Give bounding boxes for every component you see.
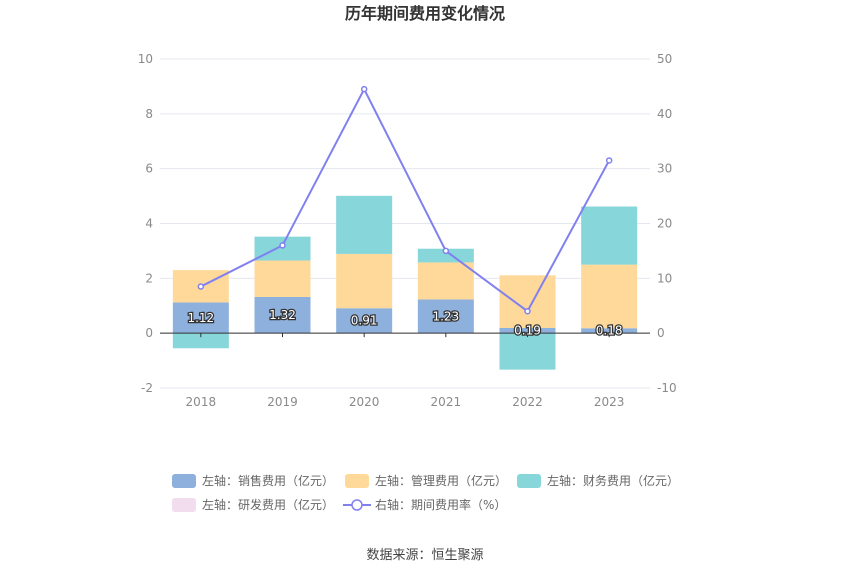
right-axis: -10 0 10 20 30 40 50	[657, 52, 677, 395]
bar-2-2018	[172, 333, 229, 349]
bar-1-2022	[499, 275, 556, 328]
grid	[160, 58, 650, 389]
rate-point-2021[interactable]	[442, 247, 450, 255]
left-tick-label: 2	[145, 271, 153, 285]
legend[interactable]: 左轴：销售费用（亿元） 左轴：管理费用（亿元） 左轴：财务费用（亿元） 左轴：研发费用…	[172, 473, 679, 512]
bar-2-2020	[336, 195, 393, 254]
legend-swatch	[172, 498, 196, 512]
bar-0-2023	[581, 328, 638, 334]
right-tick-label: 40	[657, 107, 672, 121]
x-tick-label: 2020	[349, 395, 380, 409]
bar-0-2020	[336, 308, 393, 334]
legend-label: 左轴：销售费用（亿元）	[202, 473, 334, 488]
legend-marker-icon	[351, 499, 363, 511]
legend-item-3[interactable]: 左轴：研发费用（亿元）	[172, 497, 334, 512]
left-axis: -2 0 2 4 6 8 10	[138, 52, 153, 395]
legend-item-2[interactable]: 左轴：财务费用（亿元）	[517, 473, 679, 488]
legend-swatch	[172, 474, 196, 488]
bar-2-2022	[499, 333, 556, 370]
rate-line-series	[197, 85, 613, 315]
right-tick-label: 10	[657, 271, 672, 285]
legend-item-0[interactable]: 左轴：销售费用（亿元）	[172, 473, 334, 488]
bar-value-label: 0.19	[514, 324, 541, 338]
x-axis: 2018 2019 2020 2021 2022 2023	[186, 333, 625, 409]
bar-value-label: 1.12	[187, 311, 214, 325]
x-tick-label: 2022	[512, 395, 543, 409]
bar-0-2019	[254, 296, 311, 334]
right-tick-label: 0	[657, 326, 665, 340]
rate-point-2018[interactable]	[197, 283, 205, 290]
data-source: 数据来源：恒生聚源	[366, 548, 483, 563]
right-tick-label: 50	[657, 52, 672, 66]
bars	[172, 195, 638, 370]
bar-0-2022	[499, 327, 556, 334]
bar-2-2021	[417, 248, 474, 263]
bar-1-2019	[254, 260, 311, 297]
legend-label: 右轴：期间费用率（%）	[375, 497, 506, 512]
x-tick-label: 2023	[594, 395, 625, 409]
chart-title: 历年期间费用变化情况	[345, 4, 505, 23]
bar-0-2018	[172, 302, 229, 334]
bar-labels: 1.12 1.32 0.91 1.23 0.19 0.18	[186, 307, 624, 339]
rate-point-2023[interactable]	[605, 157, 613, 164]
bar-2-2023	[581, 206, 638, 265]
left-tick-label: 10	[138, 52, 153, 66]
legend-item-4[interactable]: 右轴：期间费用率（%）	[343, 497, 506, 512]
bar-value-label: 0.91	[351, 314, 378, 328]
bar-1-2021	[417, 262, 474, 300]
rate-line	[200, 86, 611, 313]
x-tick-label: 2021	[431, 395, 462, 409]
left-tick-label: 6	[145, 162, 153, 176]
right-tick-label: 30	[657, 162, 672, 176]
legend-label: 左轴：管理费用（亿元）	[375, 473, 507, 488]
bar-value-label: 1.32	[269, 308, 296, 322]
bar-0-2021	[417, 299, 474, 334]
left-tick-label: -2	[141, 381, 153, 395]
bar-value-label: 0.18	[596, 324, 623, 338]
right-tick-label: 20	[657, 217, 672, 231]
legend-swatch	[517, 474, 541, 488]
rate-point-2022[interactable]	[524, 307, 531, 315]
left-tick-label: 4	[145, 217, 153, 231]
left-tick-label: 8	[145, 107, 153, 121]
left-tick-label: 0	[145, 326, 153, 340]
rate-point-2019[interactable]	[279, 242, 286, 249]
right-tick-label: -10	[657, 381, 677, 395]
bar-1-2023	[581, 264, 638, 329]
legend-swatch	[345, 474, 369, 488]
bar-value-label: 1.23	[432, 309, 459, 323]
bar-1-2020	[336, 253, 393, 309]
x-tick-label: 2019	[267, 395, 298, 409]
legend-item-1[interactable]: 左轴：管理费用（亿元）	[345, 473, 507, 488]
legend-label: 左轴：研发费用（亿元）	[202, 497, 334, 512]
legend-label: 左轴：财务费用（亿元）	[547, 473, 679, 488]
rate-point-2020[interactable]	[360, 85, 368, 93]
x-tick-label: 2018	[186, 395, 217, 409]
